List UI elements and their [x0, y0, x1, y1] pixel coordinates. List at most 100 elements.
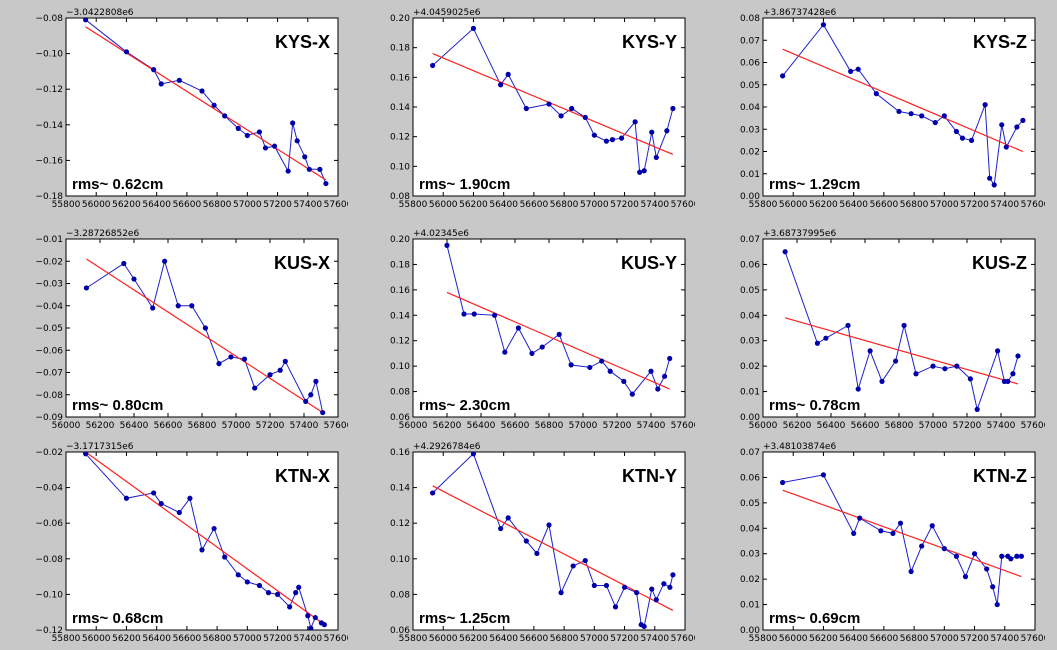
data-point	[570, 563, 576, 569]
x-tick-label: 56000	[429, 200, 458, 210]
x-tick-label: 56400	[839, 200, 868, 210]
data-point	[641, 623, 647, 630]
data-point	[890, 530, 896, 536]
data-point	[994, 601, 1000, 608]
data-point	[662, 373, 668, 379]
axis-offset-label: −3.1717315e6	[66, 442, 134, 452]
data-point	[612, 604, 619, 610]
x-tick-label: 57400	[987, 421, 1016, 431]
y-tick-label: 0.10	[390, 162, 410, 172]
axis-offset-label: +3.86737428e6	[763, 8, 836, 18]
x-tick-label: 56200	[459, 634, 488, 644]
y-tick-label: 0.07	[740, 235, 760, 245]
data-point	[558, 113, 564, 119]
data-point	[953, 128, 960, 135]
series-line	[432, 27, 674, 173]
y-tick-label: −0.07	[35, 369, 63, 379]
data-point	[591, 132, 597, 138]
data-point	[974, 406, 980, 412]
plot-area	[412, 17, 686, 197]
x-tick-label: 57000	[930, 200, 959, 210]
data-point	[296, 584, 302, 590]
x-tick-label: 57600	[671, 634, 695, 644]
data-point	[848, 68, 854, 74]
data-point	[303, 398, 309, 405]
data-point	[655, 386, 661, 392]
data-point	[546, 522, 552, 528]
data-point	[1015, 353, 1021, 359]
data-point	[851, 530, 857, 536]
station-label: KTN-Y	[622, 466, 677, 486]
data-point	[649, 129, 655, 135]
x-tick-label: 57600	[1021, 634, 1045, 644]
station-label: KUS-X	[274, 253, 330, 273]
data-point	[222, 113, 228, 119]
data-point	[857, 515, 863, 521]
x-tick-label: 57400	[290, 421, 319, 431]
data-point	[919, 113, 925, 119]
data-point	[274, 591, 281, 597]
chart-panel-ktn-x: −0.12 −0.10 −0.08 −0.06 −0.04 −0.02 55800 56000…	[8, 438, 348, 650]
x-tick-label: 56600	[501, 421, 530, 431]
y-tick-label: 0.07	[740, 448, 760, 458]
x-tick-label: 57600	[671, 200, 695, 210]
data-point	[990, 584, 996, 590]
data-point	[820, 472, 827, 478]
y-tick-label: 0.02	[740, 575, 760, 585]
x-tick-label: 57000	[930, 634, 959, 644]
rms-label: rms~ 0.80cm	[72, 397, 163, 414]
y-tick-label: −0.10	[35, 50, 63, 60]
x-tick-label: 57400	[640, 200, 669, 210]
axis-offset-label: −3.28726852e6	[66, 229, 139, 239]
rms-label: rms~ 1.90cm	[419, 176, 510, 193]
x-tick-label: 57200	[960, 200, 989, 210]
data-point	[629, 391, 635, 397]
data-point	[123, 49, 130, 55]
y-tick-label: −0.06	[35, 346, 63, 356]
y-tick-label: 0.05	[740, 286, 760, 296]
axis-offset-label: +4.02345e6	[413, 229, 469, 239]
y-tick-label: −0.05	[35, 324, 63, 334]
station-label: KYS-Z	[973, 32, 1027, 52]
plot-content	[444, 242, 673, 397]
x-tick-label: 56200	[86, 421, 115, 431]
data-point	[262, 145, 269, 151]
data-point	[901, 322, 907, 329]
chart-svg: −0.12 −0.10 −0.08 −0.06 −0.04 −0.02 55800 56000…	[35, 442, 348, 644]
x-tick-label: 56800	[900, 200, 929, 210]
plot-content	[780, 472, 1024, 608]
data-point	[83, 285, 89, 291]
data-point	[282, 358, 288, 364]
y-tick-label: −0.08	[35, 391, 63, 401]
x-tick-label: 57200	[263, 634, 292, 644]
x-tick-label: 57600	[671, 421, 695, 431]
x-tick-label: 56000	[82, 634, 111, 644]
data-point	[256, 582, 263, 589]
x-tick-label: 56000	[429, 634, 458, 644]
chart-panel-kus-x: −0.09 −0.08 −0.07 −0.06 −0.05 −0.04 −0.03 −0.02…	[8, 225, 348, 437]
station-label: KUS-Y	[621, 253, 677, 273]
x-tick-label: 56600	[154, 421, 183, 431]
plot-area	[412, 238, 686, 418]
x-tick-label: 57000	[569, 421, 598, 431]
data-point	[897, 520, 904, 526]
data-point	[941, 546, 947, 552]
x-tick-label: 56600	[173, 634, 202, 644]
data-point	[896, 108, 902, 115]
data-point	[199, 547, 205, 553]
data-point	[228, 354, 234, 360]
chart-panel-ktn-y: 0.06 0.08 0.10 0.12 0.14 0.16 55800 56000 56200 5…	[355, 438, 695, 650]
data-point	[498, 82, 504, 88]
plot-content	[430, 25, 676, 175]
y-tick-label: −0.12	[35, 626, 63, 636]
data-point	[556, 331, 562, 337]
data-point	[162, 258, 168, 264]
y-tick-label: 0.18	[390, 260, 410, 270]
data-point	[1014, 124, 1020, 130]
data-point	[1005, 378, 1011, 384]
y-tick-label: 0.03	[740, 337, 760, 347]
plot-area	[412, 451, 686, 631]
y-tick-label: 0.12	[390, 133, 410, 143]
data-point	[1010, 371, 1016, 377]
